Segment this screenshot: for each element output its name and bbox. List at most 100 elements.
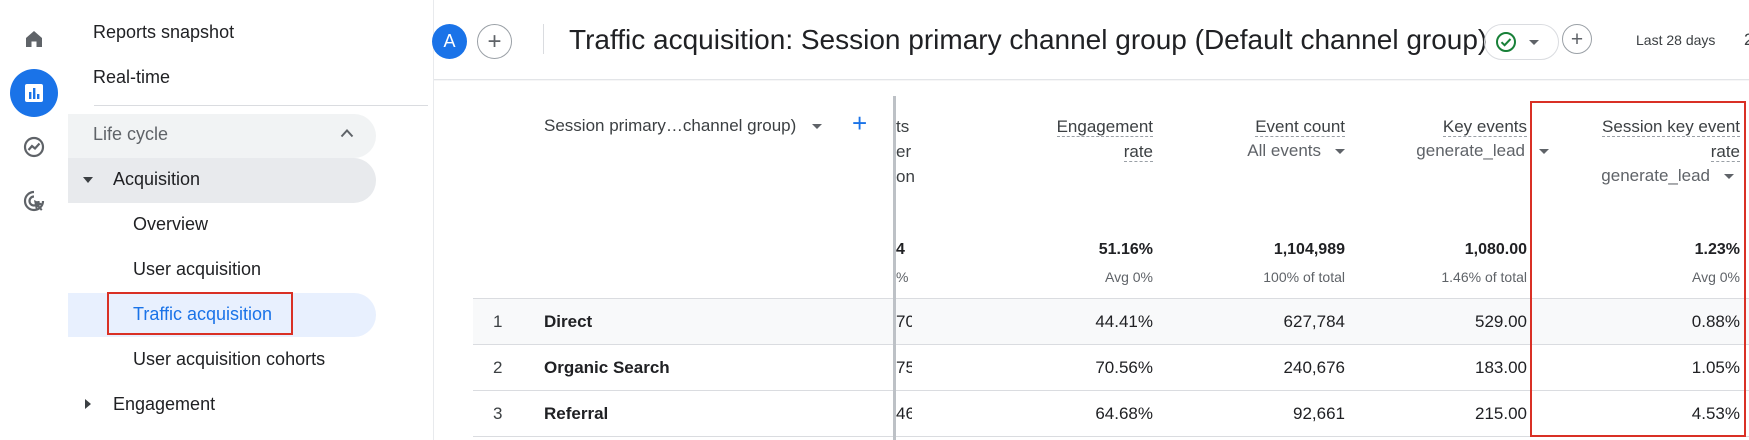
total-event-count-sub: 100% of total bbox=[1263, 269, 1345, 285]
partial-total-sub: % bbox=[896, 269, 909, 285]
report-status-dropdown[interactable] bbox=[1484, 24, 1559, 60]
lifecycle-section-header[interactable] bbox=[68, 114, 376, 158]
partial-header-line: on bbox=[896, 167, 915, 186]
table-row-bg bbox=[473, 299, 1749, 345]
col-title: Engagement bbox=[1056, 117, 1153, 137]
advertising-cursor-icon[interactable] bbox=[10, 177, 58, 225]
date-range-label[interactable]: Last 28 days bbox=[1636, 32, 1716, 48]
row-key-events: 183.00 bbox=[1475, 358, 1527, 377]
nav-lifecycle-label: Life cycle bbox=[93, 124, 169, 144]
total-engagement-rate: 51.16% bbox=[1098, 241, 1153, 258]
partial-header-line: er bbox=[896, 142, 912, 161]
report-table: Session primary…channel group) + ts er o… bbox=[473, 96, 1749, 440]
row-divider bbox=[473, 390, 1749, 391]
col-subtitle: generate_lead bbox=[1601, 166, 1710, 185]
page-title: Traffic acquisition: Session primary cha… bbox=[569, 24, 1488, 55]
row-channel-name[interactable]: Referral bbox=[544, 404, 609, 423]
row-divider bbox=[473, 344, 1749, 345]
nav-realtime[interactable]: Real-time bbox=[93, 67, 171, 87]
row-key-events: 529.00 bbox=[1475, 312, 1527, 331]
col-title: rate bbox=[1710, 142, 1740, 162]
row-number: 3 bbox=[493, 404, 503, 423]
col-header-event-count[interactable]: Event count bbox=[1173, 114, 1345, 139]
row-engagement-rate: 44.41% bbox=[1095, 312, 1153, 331]
row-partial-value: 46 bbox=[896, 404, 912, 423]
nav-traffic-acquisition-row[interactable] bbox=[68, 293, 376, 337]
nav-separator bbox=[433, 0, 434, 440]
check-circle-icon bbox=[1496, 32, 1516, 52]
total-engagement-rate-sub: Avg 0% bbox=[1105, 269, 1153, 285]
col-title: Session key event bbox=[1602, 117, 1740, 137]
caret-right-icon bbox=[85, 399, 91, 409]
add-dimension-button[interactable]: + bbox=[852, 108, 867, 139]
event-count-metric-selector[interactable]: All events bbox=[1173, 141, 1345, 161]
total-event-count: 1,104,989 bbox=[1273, 241, 1345, 258]
session-key-event-rate-metric-selector[interactable]: generate_lead bbox=[1533, 166, 1734, 186]
col-subtitle: generate_lead bbox=[1416, 141, 1525, 160]
header-divider bbox=[543, 24, 544, 54]
row-channel-name[interactable]: Direct bbox=[544, 312, 593, 331]
row-event-count: 627,784 bbox=[1283, 312, 1345, 331]
total-session-key-event-rate-sub: Avg 0% bbox=[1692, 269, 1740, 285]
chevron-up-icon[interactable] bbox=[340, 128, 354, 138]
chevron-down-icon bbox=[1724, 174, 1734, 180]
session-key-event-rate-highlight bbox=[1530, 101, 1746, 437]
chevron-down-icon bbox=[1529, 39, 1539, 45]
row-event-count: 240,676 bbox=[1283, 358, 1345, 377]
row-number: 2 bbox=[493, 358, 503, 377]
col-header-engagement-rate[interactable]: Engagement rate bbox=[1033, 114, 1153, 164]
plus-icon: + bbox=[1570, 27, 1584, 51]
caret-down-icon bbox=[83, 177, 93, 183]
add-comparison-button[interactable]: + bbox=[477, 24, 512, 59]
col-title: Key events bbox=[1442, 117, 1527, 137]
row-divider bbox=[473, 298, 1749, 299]
partial-column-header[interactable]: ts er on bbox=[896, 114, 920, 189]
home-icon[interactable] bbox=[10, 15, 58, 63]
row-partial-value: 75 bbox=[896, 358, 912, 377]
reports-nav: Reports snapshot Real-time Life cycle Ac… bbox=[68, 0, 434, 440]
col-header-key-events[interactable]: Key events bbox=[1353, 114, 1527, 139]
row-number: 1 bbox=[493, 312, 503, 331]
col-title: rate bbox=[1123, 142, 1153, 162]
row-key-events: 215.00 bbox=[1475, 404, 1527, 423]
row-engagement-rate: 64.68% bbox=[1095, 404, 1153, 423]
plus-icon: + bbox=[487, 27, 502, 55]
icon-rail bbox=[0, 0, 68, 440]
col-header-session-key-event-rate[interactable]: Session key event rate bbox=[1533, 114, 1740, 164]
avatar[interactable]: A bbox=[432, 24, 467, 59]
total-session-key-event-rate: 1.23% bbox=[1694, 241, 1740, 258]
nav-overview[interactable]: Overview bbox=[133, 214, 209, 234]
col-title: Event count bbox=[1255, 117, 1345, 137]
dimension-selector[interactable]: Session primary…channel group) bbox=[544, 116, 823, 136]
reports-bar-chart-icon[interactable] bbox=[10, 69, 58, 117]
row-session-key-event-rate: 0.88% bbox=[1691, 312, 1740, 331]
row-partial-value: 70 bbox=[896, 312, 912, 331]
nav-user-acquisition-cohorts[interactable]: User acquisition cohorts bbox=[133, 349, 326, 369]
explore-trend-icon[interactable] bbox=[10, 123, 58, 171]
partial-total: 4 bbox=[896, 241, 905, 258]
nav-divider bbox=[94, 105, 428, 106]
total-key-events: 1,080.00 bbox=[1464, 241, 1527, 258]
row-event-count: 92,661 bbox=[1293, 404, 1345, 423]
plus-icon: + bbox=[852, 108, 868, 138]
nav-traffic-acquisition[interactable]: Traffic acquisition bbox=[133, 304, 273, 324]
key-events-metric-selector[interactable]: generate_lead bbox=[1333, 141, 1549, 161]
nav-reports-snapshot[interactable]: Reports snapshot bbox=[93, 22, 235, 42]
dimension-header: Session primary…channel group) bbox=[544, 116, 797, 135]
frozen-column-divider[interactable] bbox=[893, 96, 896, 440]
total-key-events-sub: 1.46% of total bbox=[1441, 269, 1527, 285]
customize-report-button[interactable]: + bbox=[1562, 24, 1592, 54]
row-divider bbox=[473, 436, 1749, 437]
nav-acquisition-row[interactable] bbox=[68, 158, 376, 203]
nav-user-acquisition[interactable]: User acquisition bbox=[133, 259, 262, 279]
nav-engagement[interactable]: Engagement bbox=[113, 394, 216, 414]
row-session-key-event-rate: 4.53% bbox=[1691, 404, 1740, 423]
partial-header-line: ts bbox=[896, 117, 910, 136]
traffic-acquisition-highlight bbox=[107, 292, 293, 335]
chevron-down-icon bbox=[812, 124, 823, 130]
chevron-down-icon bbox=[1539, 149, 1549, 155]
row-channel-name[interactable]: Organic Search bbox=[544, 358, 670, 377]
date-range-value[interactable]: 2 bbox=[1744, 30, 1749, 49]
header-shadow bbox=[434, 79, 1749, 81]
chevron-down-icon bbox=[1335, 149, 1345, 155]
